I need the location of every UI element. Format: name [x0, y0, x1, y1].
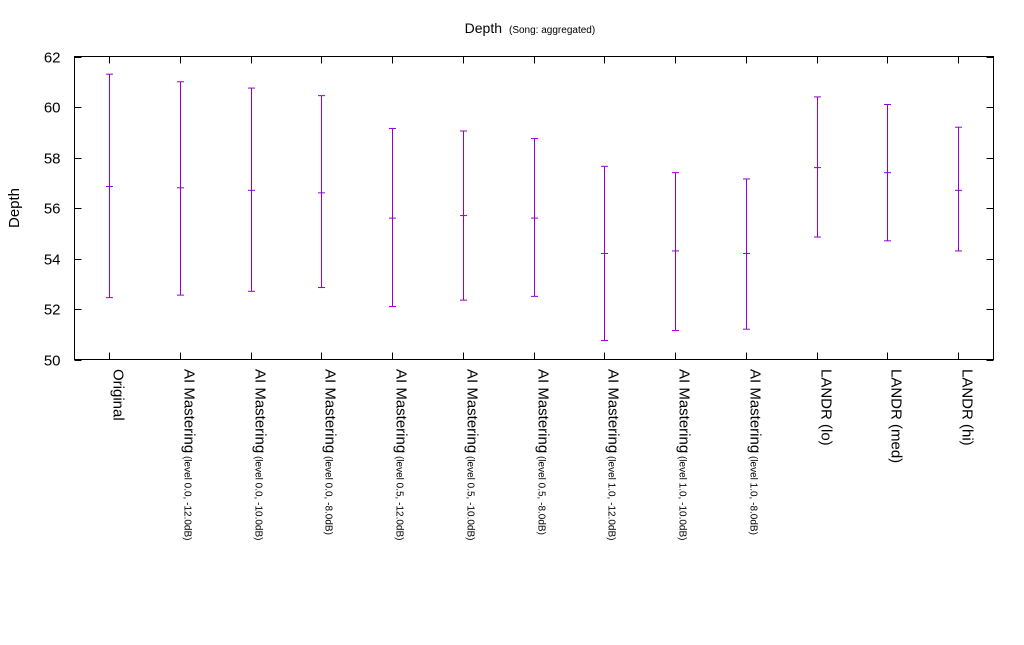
error-bar [743, 178, 750, 330]
error-bar [106, 73, 113, 299]
x-tick-label: AI Mastering (level 1.0, -12.0dB) [605, 369, 622, 540]
error-bar [884, 103, 891, 242]
error-bar [601, 165, 608, 342]
y-tick-label: 60 [44, 100, 61, 117]
y-tick-label: 62 [44, 50, 61, 67]
y-tick-label: 52 [44, 302, 61, 319]
error-bar [318, 95, 325, 289]
y-tick-label: 58 [44, 151, 61, 168]
y-axis-label: Depth [6, 188, 23, 228]
x-tick-label: Original [110, 369, 127, 421]
error-bar [389, 127, 396, 307]
y-tick-label: 50 [44, 353, 61, 370]
x-tick-label: AI Mastering (level 0.0, -12.0dB) [181, 369, 198, 540]
y-axis-ticks: 50 52 54 56 58 60 62 [44, 50, 994, 370]
x-tick-label: AI Mastering (level 0.5, -10.0dB) [464, 369, 481, 540]
y-tick-label: 54 [44, 252, 61, 269]
x-tick-label: LANDR (hi) [959, 369, 976, 446]
chart-title-text: Depth [465, 20, 502, 36]
x-axis-labels: Original AI Mastering (level 0.0, -12.0dB… [110, 369, 976, 540]
error-bar [177, 81, 184, 296]
error-bar [531, 138, 538, 297]
y-tick-label: 56 [44, 201, 61, 218]
x-tick-label: AI Mastering (level 0.0, -8.0dB) [322, 369, 339, 535]
error-bar [460, 130, 467, 301]
error-bar [248, 87, 255, 292]
x-tick-label: AI Mastering (level 0.5, -8.0dB) [535, 369, 552, 535]
chart-subtitle-text: (Song: aggregated) [509, 25, 595, 36]
error-bar [814, 96, 821, 238]
error-bars [106, 73, 962, 342]
x-tick-label: AI Mastering (level 0.0, -10.0dB) [252, 369, 269, 540]
chart-title: Depth (Song: aggregated) [465, 20, 596, 36]
x-tick-label: AI Mastering (level 1.0, -10.0dB) [676, 369, 693, 540]
x-tick-label: AI Mastering (level 0.5, -12.0dB) [393, 369, 410, 540]
x-tick-label: LANDR (med) [888, 369, 905, 463]
x-axis-ticks [109, 56, 959, 360]
x-tick-label: LANDR (lo) [818, 369, 835, 446]
x-tick-label: AI Mastering (level 1.0, -8.0dB) [747, 369, 764, 535]
error-bar [672, 172, 679, 331]
error-bar [955, 126, 962, 252]
